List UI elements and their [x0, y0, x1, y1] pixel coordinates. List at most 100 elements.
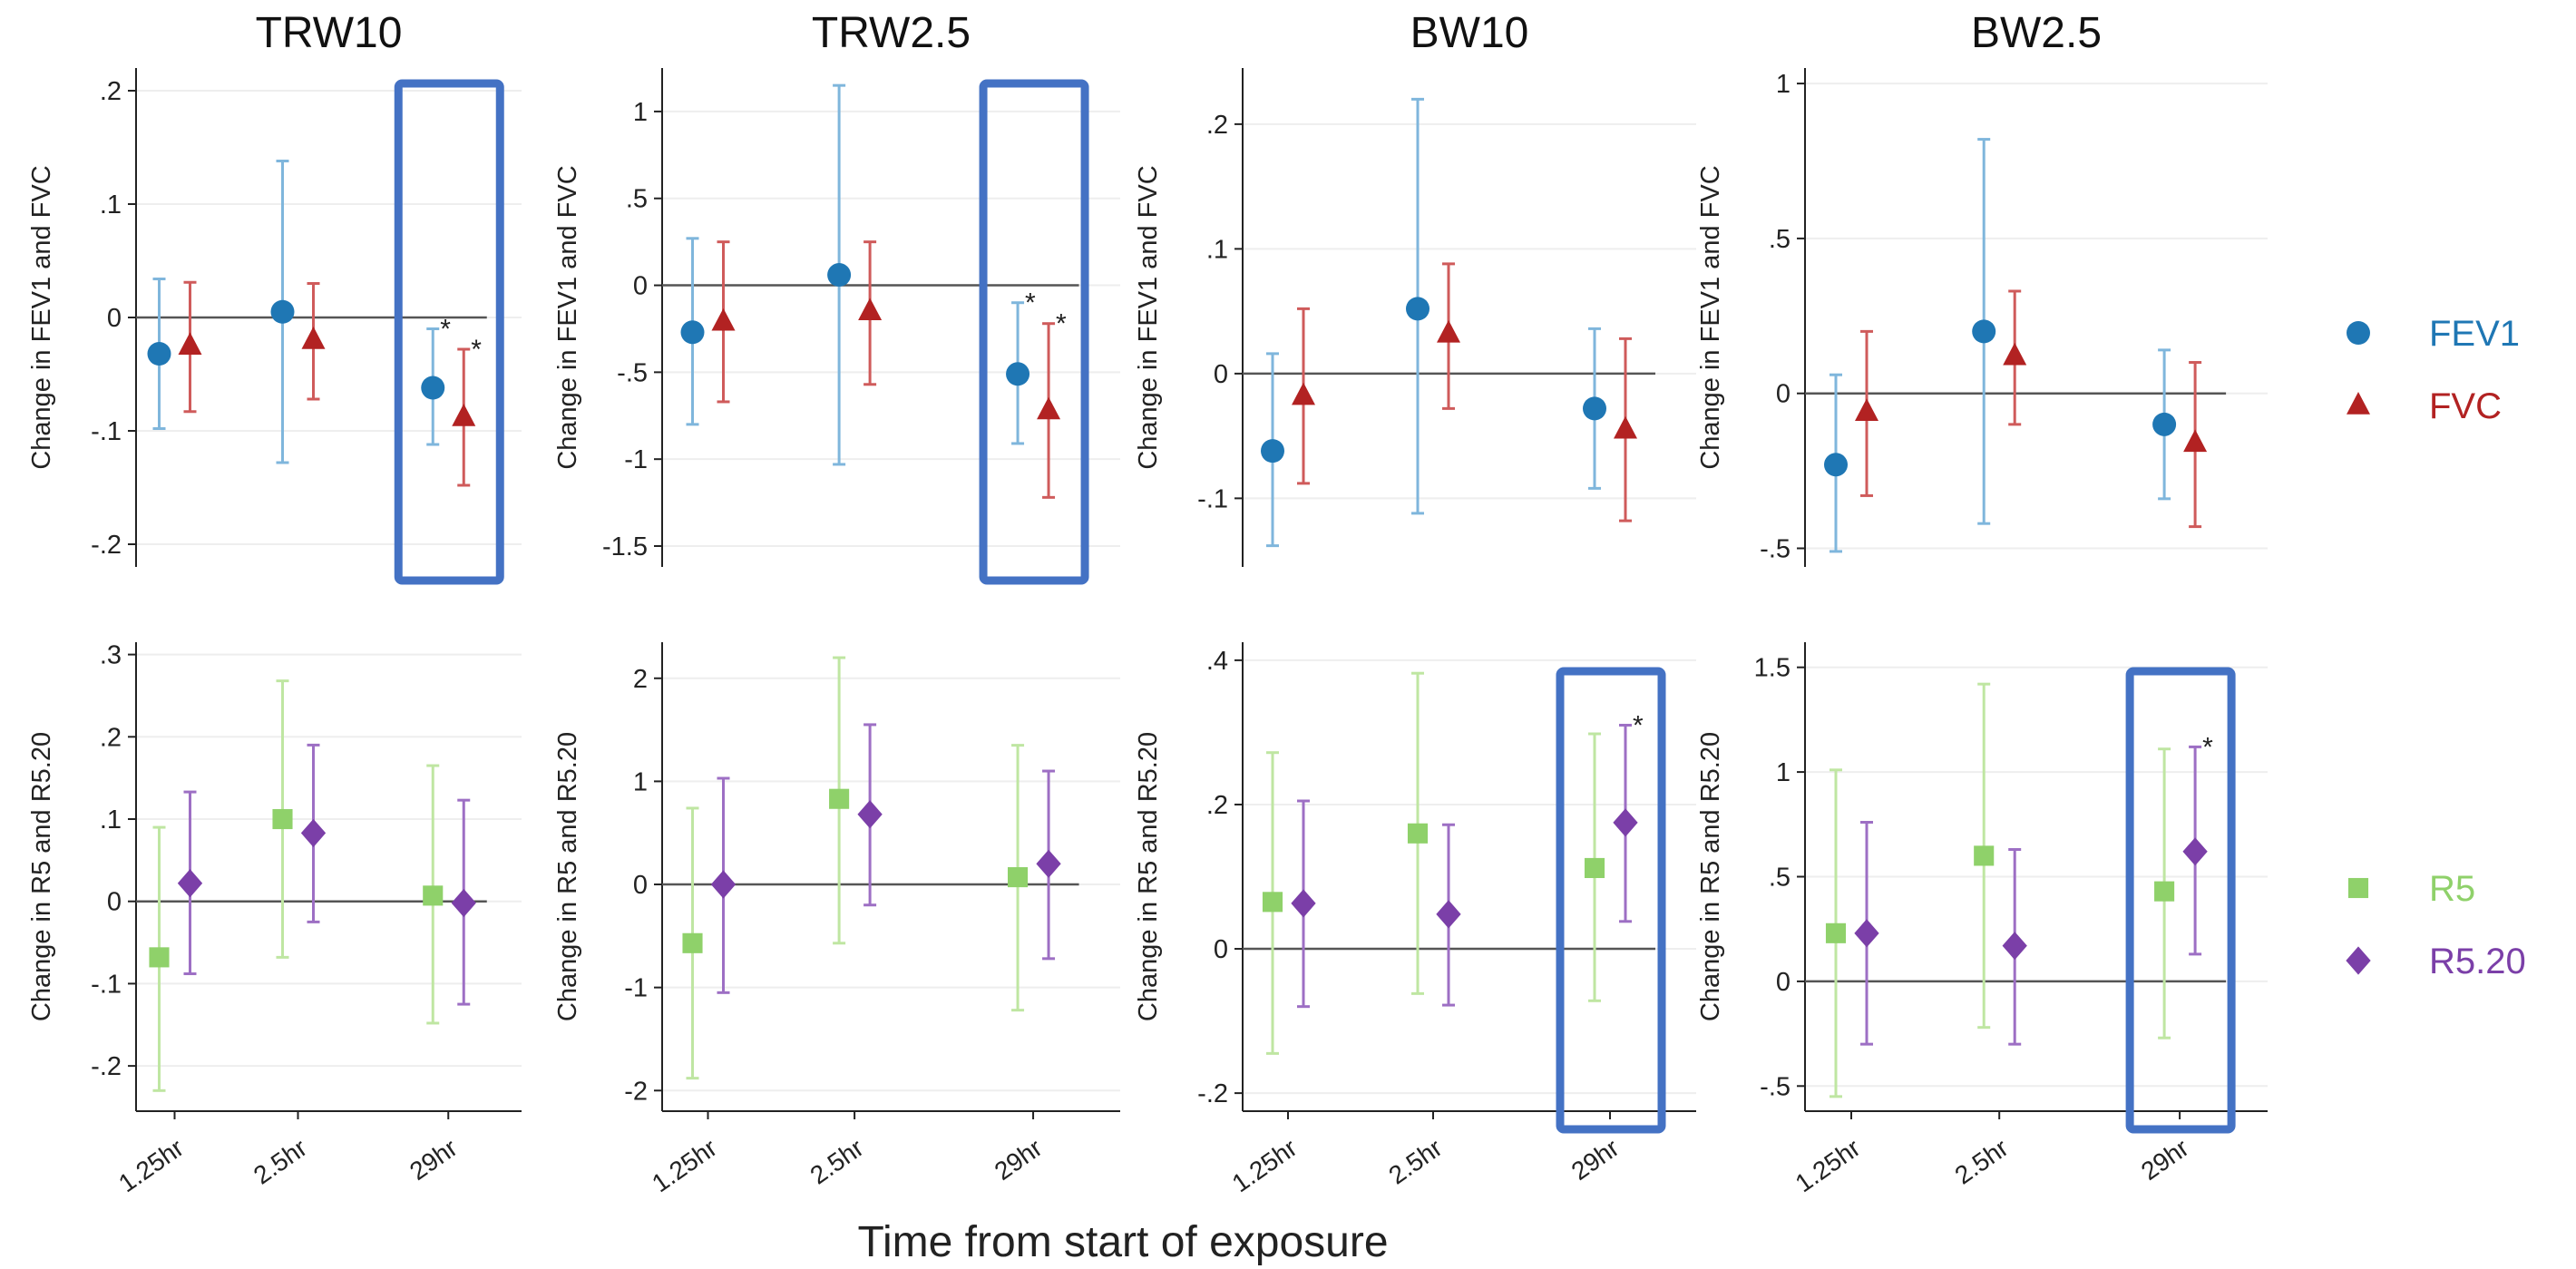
y-tick-label: .1 [1206, 235, 1228, 264]
y-tick-label: 0 [633, 272, 648, 301]
point-r520 [1613, 808, 1638, 837]
x-tick-label: 29hr [990, 1134, 1048, 1186]
y-tick-label: 1 [1776, 70, 1791, 99]
legend-marker-r520 [2346, 946, 2371, 975]
point-fev1 [1972, 319, 1996, 344]
x-tick-label: 2.5hr [1950, 1134, 2014, 1190]
significance-star: * [440, 315, 451, 345]
point-r520 [857, 800, 883, 829]
y-tick-label: .1 [100, 190, 122, 220]
y-tick-label: 2 [633, 665, 648, 694]
legend-label: FVC [2429, 386, 2502, 426]
legend-resistance: R5 R5.20 [2346, 869, 2526, 981]
point-fvc [2003, 342, 2027, 366]
point-fev1 [680, 320, 705, 345]
point-fev1 [1824, 453, 1848, 477]
point-fev1 [1583, 396, 1606, 421]
point-r5 [2154, 881, 2175, 902]
y-tick-label: .2 [1206, 791, 1228, 820]
x-tick-label: 29hr [405, 1134, 463, 1186]
panel-2: TRW2.5 -1.5 -1 -.5 0 .5 1 Change in FEV1 and FV… [553, 9, 1120, 585]
point-r520 [1291, 889, 1316, 918]
x-tick-label: 1.25hr [113, 1134, 189, 1198]
legend-label: R5.20 [2429, 942, 2526, 981]
point-r520 [2002, 932, 2027, 961]
x-tick-label: 29hr [1566, 1134, 1625, 1186]
y-tick-label: -.2 [91, 1052, 122, 1081]
y-axis-label: Change in R5 and R5.20 [1696, 732, 1725, 1021]
point-r5 [423, 885, 444, 906]
y-tick-label: .1 [100, 805, 122, 835]
y-tick-label: .2 [100, 77, 122, 106]
point-r5 [1407, 823, 1429, 844]
point-fev1 [1261, 439, 1284, 464]
y-tick-label: 1.5 [1754, 654, 1791, 683]
panel-3: BW10 -.1 0 .1 .2 Change in FEV1 and FVC [1134, 9, 1696, 567]
y-tick-label: 0 [1776, 380, 1791, 409]
y-tick-label: 1 [633, 767, 648, 796]
point-fvc [858, 298, 883, 321]
point-r520 [451, 888, 476, 918]
point-r520 [1436, 900, 1461, 929]
y-tick-label: -.5 [1760, 1072, 1791, 1101]
panel-title: BW10 [1410, 9, 1529, 57]
point-fvc [1614, 415, 1637, 439]
point-fvc [301, 327, 326, 349]
point-r5 [1584, 857, 1605, 879]
point-r520 [2182, 837, 2208, 866]
y-tick-label: 1 [1776, 758, 1791, 787]
highlight-box [2125, 667, 2236, 1134]
y-axis-label: Change in R5 and R5.20 [27, 732, 56, 1021]
significance-star: * [1025, 288, 1036, 318]
point-r520 [177, 869, 203, 898]
point-fev1 [1406, 297, 1429, 321]
significance-star: * [471, 335, 482, 365]
y-tick-label: 0 [107, 888, 122, 917]
panel-6: -2 -1 0 1 2 Change in R5 and R5.20 1.25hr 2.5hr… [553, 642, 1120, 1197]
panel-title: BW2.5 [1971, 9, 2102, 57]
y-tick-label: .3 [100, 641, 122, 670]
point-fvc [2183, 429, 2208, 453]
point-r520 [710, 870, 737, 899]
x-tick-label: 1.25hr [1227, 1134, 1303, 1198]
legend-marker-r5 [2347, 877, 2369, 899]
panels: TRW10 -.2 -.1 0 .1 .2 Change in FEV1 and FVC * *… [27, 9, 2268, 1197]
y-tick-label: 1 [633, 98, 648, 127]
legend-label: FEV1 [2429, 314, 2520, 354]
legend-marker-fvc [2347, 392, 2370, 415]
panel-1: TRW10 -.2 -.1 0 .1 .2 Change in FEV1 and FVC * * [27, 9, 522, 585]
legend-marker-fev1 [2347, 321, 2370, 345]
highlight-box [979, 79, 1089, 585]
panel-5: -.2 -.1 0 .1 .2 .3 Change in R5 and R5.20 1.25h… [27, 641, 522, 1198]
point-fvc [178, 332, 202, 355]
point-fev1 [1006, 362, 1030, 386]
y-tick-label: -.5 [617, 358, 648, 387]
y-tick-label: 0 [633, 871, 648, 900]
point-r5 [829, 788, 850, 809]
x-axis-label: Time from start of exposure [857, 1218, 1388, 1266]
y-tick-label: .2 [100, 723, 122, 752]
highlight-box [1556, 667, 1666, 1134]
y-tick-label: -.1 [1197, 484, 1228, 513]
y-tick-label: 0 [1214, 935, 1228, 964]
y-axis-label: Change in FEV1 and FVC [553, 165, 582, 469]
significance-star: * [1633, 710, 1644, 740]
y-tick-label: -1 [624, 974, 648, 1003]
y-tick-label: .4 [1206, 647, 1228, 676]
panel-8: -.5 0 .5 1 1.5 Change in R5 and R5.20 1.25hr 2.… [1696, 642, 2268, 1197]
point-r5 [1825, 922, 1847, 943]
x-tick-label: 1.25hr [1791, 1134, 1866, 1198]
highlight-box [394, 79, 504, 585]
y-axis-label: Change in FEV1 and FVC [1134, 165, 1163, 469]
x-tick-label: 1.25hr [647, 1134, 722, 1198]
point-fvc [711, 307, 736, 331]
y-axis-label: Change in FEV1 and FVC [27, 165, 56, 469]
y-tick-label: .5 [626, 185, 648, 214]
point-r520 [1036, 849, 1061, 878]
point-fev1 [827, 263, 852, 288]
y-axis-label: Change in R5 and R5.20 [553, 732, 582, 1021]
point-r520 [1854, 919, 1879, 948]
point-r5 [1008, 867, 1029, 888]
y-tick-label: 0 [1214, 360, 1228, 389]
